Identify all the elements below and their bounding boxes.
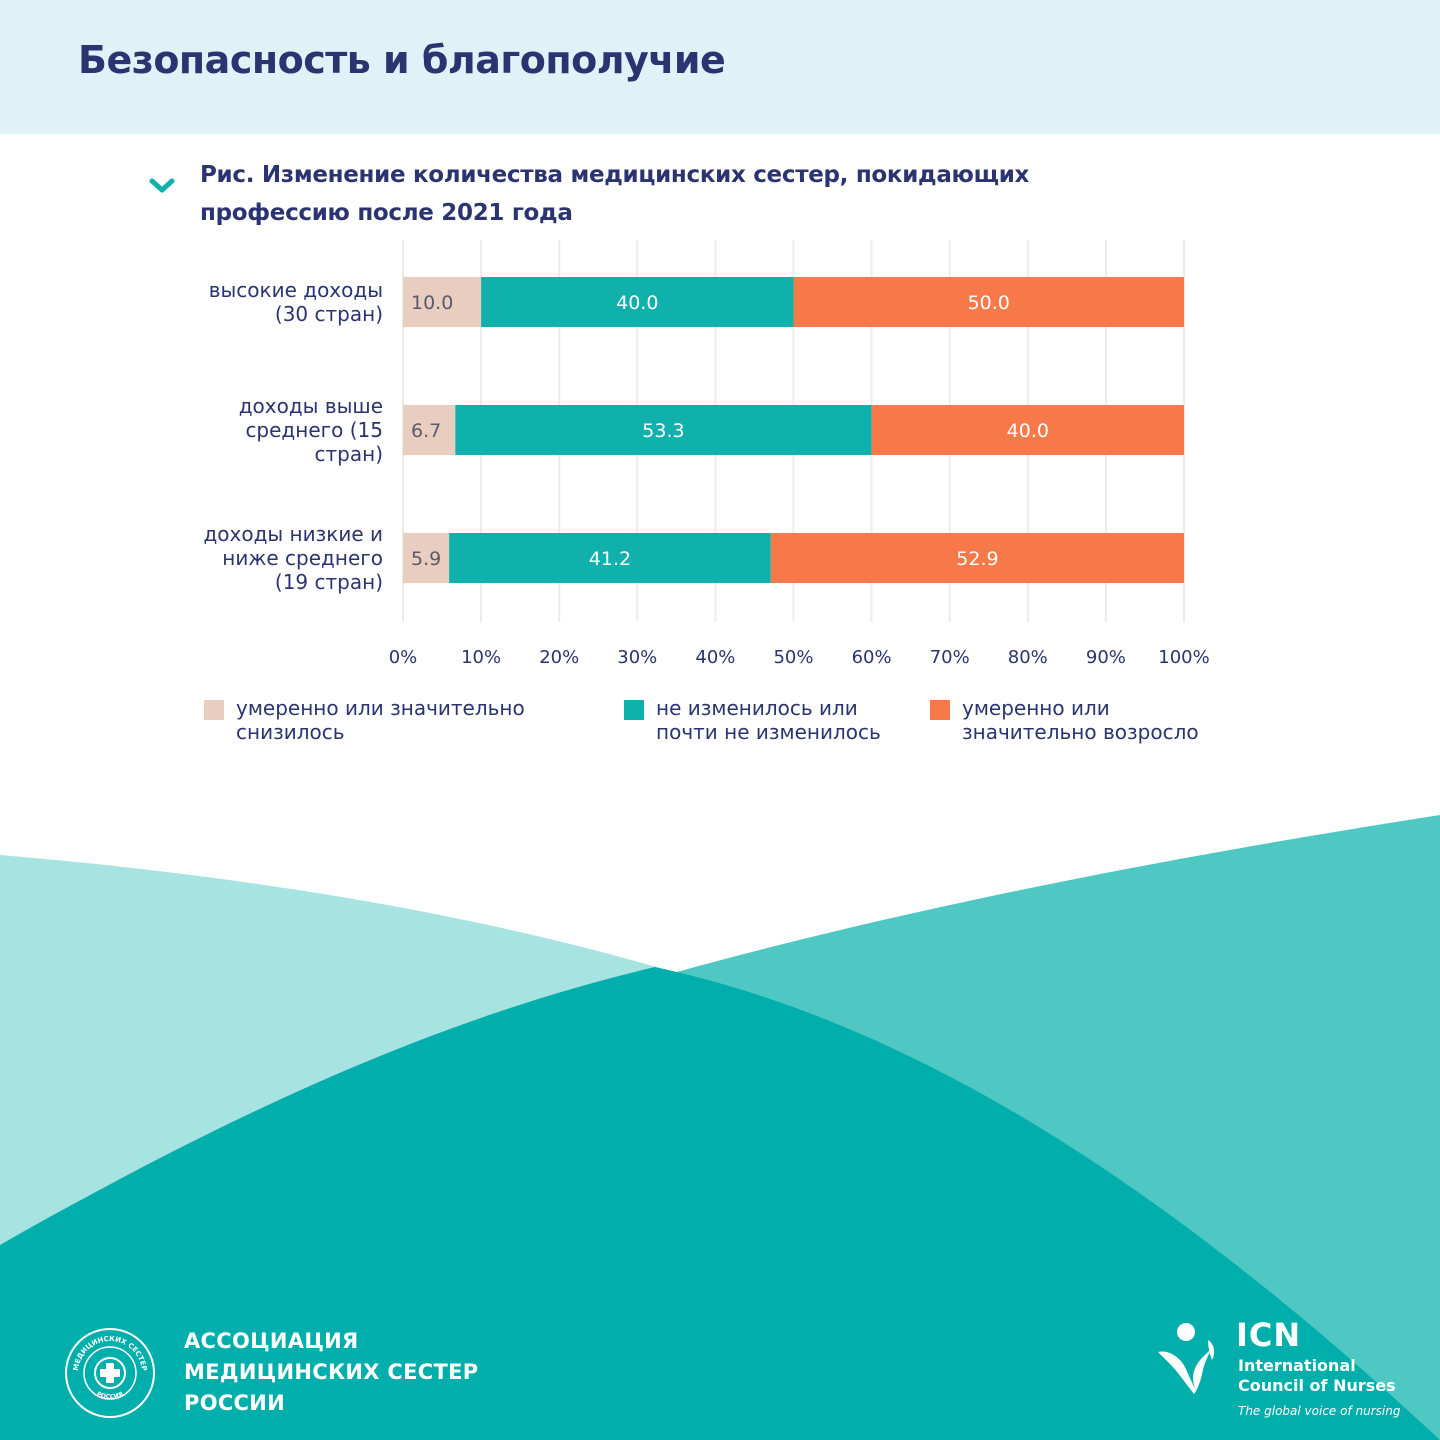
bar-segment — [403, 277, 482, 327]
category-label: доходы низкие и ниже среднего (19 стран) — [203, 522, 383, 594]
stacked-bar-chart: 0% 10% 20% 30% 40% 50% 60% 70% 80% 90% 100% 10.0 40.… — [203, 240, 1210, 668]
x-tick-label: 10% — [461, 647, 501, 668]
bar-segment — [403, 405, 456, 455]
association-logo: МЕДИЦИНСКИХ СЕСТЕР РОССИЯ — [65, 1327, 155, 1418]
category-label: высокие доходы (30 стран) — [209, 278, 383, 326]
legend-swatch — [204, 700, 224, 720]
icn-abbreviation: ICN — [1236, 1316, 1302, 1354]
legend-label: умеренно или значительно возросло — [962, 696, 1199, 744]
data-label: 53.3 — [642, 420, 684, 442]
page-title: Безопасность и благополучие — [78, 38, 726, 82]
bar-segment — [793, 277, 1184, 327]
x-tick-label: 70% — [930, 647, 970, 668]
chevron-down-icon — [149, 178, 175, 193]
data-label: 52.9 — [956, 548, 998, 570]
icn-full-name: International Council of Nurses — [1238, 1356, 1396, 1395]
data-label: 41.2 — [589, 548, 631, 570]
category-label: доходы выше среднего (15 стран) — [239, 394, 383, 466]
page-header — [0, 0, 1440, 134]
data-label: 50.0 — [968, 292, 1010, 314]
legend-swatch — [624, 700, 644, 720]
bar-segment — [871, 405, 1184, 455]
association-branding: МЕДИЦИНСКИХ СЕСТЕР РОССИЯ АССОЦИАЦИЯ МЕД… — [64, 1326, 478, 1419]
data-label: 10.0 — [411, 292, 453, 314]
data-label: 6.7 — [411, 420, 441, 442]
bar-segment — [449, 533, 771, 583]
icn-figure-icon — [1158, 1323, 1215, 1394]
wave-dark — [0, 967, 1440, 1440]
icn-tagline: The global voice of nursing — [1238, 1404, 1401, 1418]
bar-segment — [403, 533, 450, 583]
data-label: 40.0 — [616, 292, 658, 314]
legend-item-increased: умеренно или значительно возросло — [930, 696, 1199, 744]
x-tick-label: 90% — [1086, 647, 1126, 668]
legend-label: не изменилось или почти не изменилось — [656, 696, 881, 744]
x-tick-label: 0% — [389, 647, 418, 668]
legend-item-decreased: умеренно или значительно снизилось — [204, 696, 525, 744]
data-label: 5.9 — [411, 548, 441, 570]
legend-item-unchanged: не изменилось или почти не изменилось — [624, 696, 881, 744]
x-tick-label: 20% — [539, 647, 579, 668]
x-tick-label: 40% — [695, 647, 735, 668]
data-label: 40.0 — [1007, 420, 1049, 442]
legend-swatch — [930, 700, 950, 720]
bar-segment — [481, 277, 794, 327]
association-name: АССОЦИАЦИЯ МЕДИЦИНСКИХ СЕСТЕР РОССИИ — [184, 1329, 479, 1415]
icn-branding: ICN International Council of Nurses The … — [1156, 1316, 1416, 1426]
x-tick-label: 60% — [852, 647, 892, 668]
x-tick-label: 50% — [773, 647, 813, 668]
x-tick-label: 80% — [1008, 647, 1048, 668]
x-tick-label: 30% — [617, 647, 657, 668]
bar-segment — [455, 405, 872, 455]
bar-segment — [770, 533, 1184, 583]
svg-text:РОССИЯ: РОССИЯ — [96, 1390, 125, 1400]
legend-label: умеренно или значительно снизилось — [236, 696, 525, 744]
figure-title: Рис. Изменение количества медицинских се… — [200, 162, 1030, 226]
x-tick-label: 100% — [1158, 647, 1209, 668]
